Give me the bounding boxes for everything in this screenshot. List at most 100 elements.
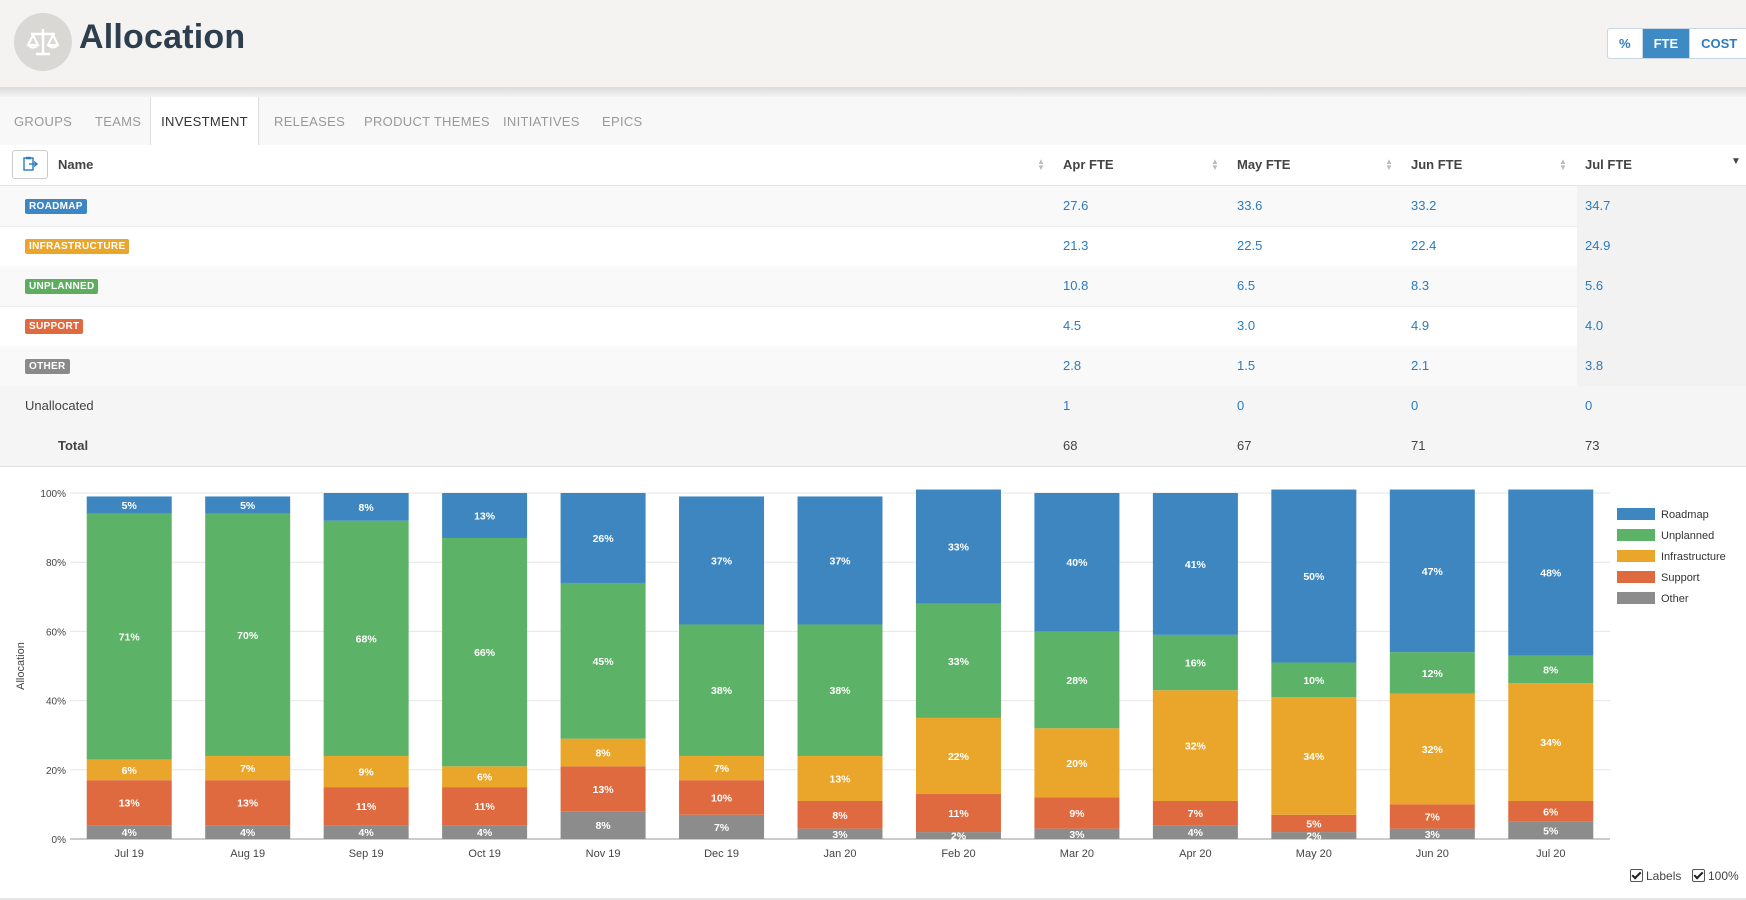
- cell-value[interactable]: 2.8: [1063, 358, 1082, 373]
- cell-value[interactable]: 3.8: [1585, 358, 1604, 373]
- data-label: 16%: [1185, 658, 1207, 670]
- sort-icon[interactable]: ▲ ▼: [1559, 157, 1567, 172]
- x-tick-label: Dec 19: [704, 848, 739, 860]
- x-tick-label: Oct 19: [468, 848, 500, 860]
- bar-unplanned: [1389, 652, 1475, 694]
- toggle-fte[interactable]: FTE: [1641, 29, 1690, 58]
- legend-swatch: [1617, 529, 1655, 541]
- cell-value[interactable]: 4.9: [1411, 318, 1430, 333]
- bar-support: [1271, 814, 1357, 833]
- cell-value[interactable]: 0: [1237, 398, 1245, 413]
- table-row[interactable]: OTHER 2.8 1.5 2.1 3.8: [0, 346, 1746, 387]
- cell-value[interactable]: 10.8: [1063, 278, 1089, 293]
- tab-epics[interactable]: EPICS: [602, 114, 643, 129]
- data-label: 68%: [356, 633, 378, 645]
- tab-product-themes[interactable]: PRODUCT THEMES: [364, 114, 490, 129]
- y-tick-label: 60%: [46, 627, 66, 638]
- badge-infrastructure: INFRASTRUCTURE: [25, 239, 130, 254]
- cell-value[interactable]: 8.3: [1411, 278, 1430, 293]
- tab-investment[interactable]: INVESTMENT: [150, 97, 259, 146]
- cell-value[interactable]: 0: [1585, 398, 1593, 413]
- tab-releases[interactable]: RELEASES: [274, 114, 346, 129]
- copy-button[interactable]: [12, 150, 48, 179]
- badge-roadmap: ROADMAP: [25, 199, 87, 214]
- table-row-unallocated[interactable]: Unallocated 1 0 0 0: [0, 386, 1746, 427]
- column-jun-fte[interactable]: Jun FTE: [1411, 157, 1463, 172]
- labels-checkbox[interactable]: Labels: [1630, 868, 1681, 884]
- legend-item-unplanned: Unplanned: [1661, 530, 1714, 542]
- column-apr-fte[interactable]: Apr FTE: [1063, 157, 1114, 172]
- data-label: 66%: [474, 647, 496, 659]
- cell-value[interactable]: 3.0: [1237, 318, 1256, 333]
- bar-infrastructure: [442, 766, 528, 788]
- toggle-cost[interactable]: COST: [1689, 29, 1746, 58]
- bar-roadmap: [1508, 489, 1594, 656]
- bar-support: [86, 780, 172, 826]
- cell-value[interactable]: 22.4: [1411, 238, 1437, 253]
- cell-value[interactable]: 6.5: [1237, 278, 1256, 293]
- cell-value[interactable]: 2.1: [1411, 358, 1430, 373]
- bar-unplanned: [797, 624, 883, 756]
- cell-value[interactable]: 33.6: [1237, 198, 1263, 213]
- row-label: Unallocated: [25, 398, 94, 413]
- bar-unplanned: [205, 513, 291, 756]
- cell-value[interactable]: 34.7: [1585, 198, 1611, 213]
- cell-value[interactable]: 22.5: [1237, 238, 1263, 253]
- sort-icon[interactable]: ▲ ▼: [1385, 157, 1393, 172]
- cell-value[interactable]: 1: [1063, 398, 1071, 413]
- cell-value[interactable]: 5.6: [1585, 278, 1604, 293]
- bar-roadmap: [1271, 489, 1357, 663]
- data-label: 34%: [1303, 751, 1325, 763]
- tab-initiatives[interactable]: INITIATIVES: [503, 114, 580, 129]
- column-name[interactable]: Name: [58, 157, 94, 172]
- y-tick-label: 0%: [52, 835, 67, 846]
- column-jul-fte[interactable]: Jul FTE: [1585, 157, 1632, 172]
- table-row[interactable]: ROADMAP 27.6 33.6 33.2 34.7: [0, 186, 1746, 227]
- table-row-total: Total 68 67 71 73: [0, 426, 1746, 467]
- cell-value[interactable]: 4.0: [1585, 318, 1604, 333]
- table-row[interactable]: SUPPORT 4.5 3.0 4.9 4.0: [0, 306, 1746, 347]
- legend-item-support: Support: [1661, 572, 1700, 584]
- cell-value[interactable]: 1.5: [1237, 358, 1256, 373]
- cell-value[interactable]: 33.2: [1411, 198, 1437, 213]
- data-label: 7%: [714, 822, 730, 834]
- bar-infrastructure: [1034, 728, 1120, 798]
- sort-icon[interactable]: ▲ ▼: [1037, 157, 1045, 172]
- bar-infrastructure: [797, 755, 883, 801]
- tab-bar: GROUPS TEAMS INVESTMENT RELEASES PRODUCT…: [0, 97, 1746, 146]
- y-tick-label: 20%: [46, 766, 66, 777]
- legend-swatch: [1617, 592, 1655, 604]
- bar-roadmap: [560, 493, 646, 583]
- data-label: 7%: [240, 763, 256, 775]
- cell-value[interactable]: 24.9: [1585, 238, 1611, 253]
- tab-teams[interactable]: TEAMS: [95, 114, 142, 129]
- data-label: 33%: [948, 542, 970, 554]
- toggle-percent[interactable]: %: [1619, 36, 1631, 51]
- x-tick-label: Sep 19: [349, 848, 384, 860]
- column-may-fte[interactable]: May FTE: [1237, 157, 1291, 172]
- bar-other: [1508, 821, 1594, 839]
- table-row[interactable]: UNPLANNED 10.8 6.5 8.3 5.6: [0, 266, 1746, 307]
- total-value: 71: [1411, 438, 1426, 453]
- data-label: 13%: [474, 510, 496, 522]
- data-label: 34%: [1540, 737, 1562, 749]
- bar-roadmap: [1389, 489, 1475, 653]
- cell-value[interactable]: 4.5: [1063, 318, 1082, 333]
- data-label: 47%: [1422, 566, 1444, 578]
- bar-infrastructure: [915, 717, 1001, 795]
- x-tick-label: Jun 20: [1416, 848, 1449, 860]
- cell-value[interactable]: 21.3: [1063, 238, 1089, 253]
- bar-support: [797, 800, 883, 829]
- bar-infrastructure: [323, 755, 409, 788]
- sort-desc-icon[interactable]: ▼: [1731, 156, 1741, 167]
- bar-infrastructure: [205, 755, 291, 781]
- percent-checkbox[interactable]: 100%: [1692, 868, 1739, 884]
- labels-checkbox-label: Labels: [1646, 869, 1682, 883]
- bar-unplanned: [915, 603, 1001, 718]
- bar-unplanned: [1271, 662, 1357, 698]
- cell-value[interactable]: 27.6: [1063, 198, 1089, 213]
- tab-groups[interactable]: GROUPS: [14, 114, 73, 129]
- table-row[interactable]: INFRASTRUCTURE 21.3 22.5 22.4 24.9: [0, 226, 1746, 267]
- cell-value[interactable]: 0: [1411, 398, 1419, 413]
- sort-icon[interactable]: ▲ ▼: [1211, 157, 1219, 172]
